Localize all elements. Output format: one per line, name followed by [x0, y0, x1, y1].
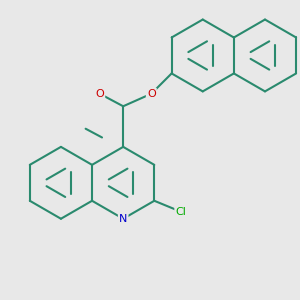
- Text: N: N: [119, 214, 128, 224]
- Text: O: O: [95, 89, 104, 99]
- Text: Cl: Cl: [176, 207, 186, 217]
- Text: O: O: [147, 89, 156, 99]
